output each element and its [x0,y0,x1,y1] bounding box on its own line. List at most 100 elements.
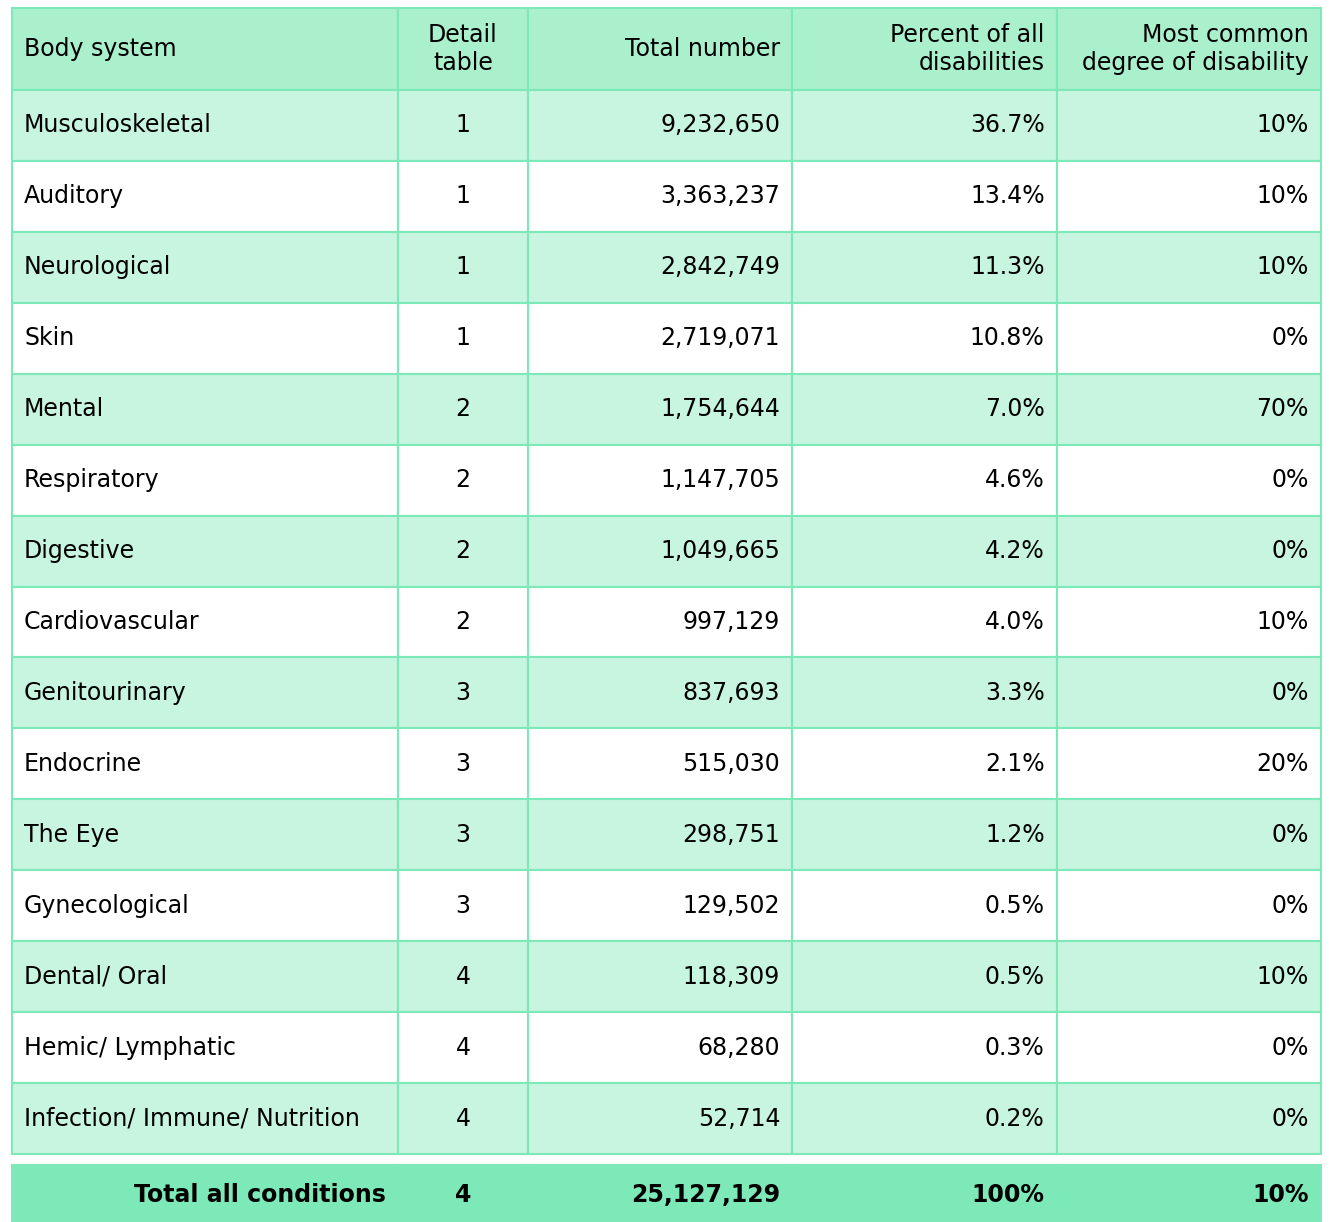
Bar [792,941,1057,1012]
Text: 1: 1 [456,114,471,137]
Text: 837,693: 837,693 [682,681,780,705]
Text: 0%: 0% [1272,1035,1309,1059]
Bar [528,161,792,232]
Bar [528,445,792,516]
Bar [12,870,399,941]
Text: 1: 1 [456,255,471,280]
Text: 3: 3 [456,681,471,705]
Bar [12,445,399,516]
Bar [528,799,792,870]
Bar [399,1165,528,1222]
Bar [399,657,528,728]
Bar [528,9,792,90]
Bar [399,587,528,657]
Text: 52,714: 52,714 [697,1107,780,1130]
Bar [399,232,528,303]
Text: 0%: 0% [1272,326,1309,351]
Bar [399,374,528,445]
Bar [399,303,528,374]
Bar [528,516,792,587]
Text: Body system: Body system [24,37,177,61]
Bar [12,1083,399,1154]
Text: Percent of all
disabilities: Percent of all disabilities [890,23,1045,75]
Bar [792,516,1057,587]
Bar [528,941,792,1012]
Text: 0%: 0% [1272,681,1309,705]
Text: 10%: 10% [1257,255,1309,280]
Bar [399,9,528,90]
Bar [399,728,528,799]
Bar [792,90,1057,161]
Text: 1: 1 [456,326,471,351]
Bar [399,1012,528,1083]
Bar [792,728,1057,799]
Bar [1057,728,1321,799]
Text: 2.1%: 2.1% [985,752,1045,776]
Text: Gynecological: Gynecological [24,893,189,918]
Text: 10.8%: 10.8% [970,326,1045,351]
Text: 2: 2 [456,397,471,422]
Bar [792,657,1057,728]
Text: 4: 4 [456,1107,471,1130]
Text: 1: 1 [456,185,471,209]
Text: 3: 3 [456,822,471,847]
Bar [528,232,792,303]
Bar [12,799,399,870]
Text: Infection/ Immune/ Nutrition: Infection/ Immune/ Nutrition [24,1107,360,1130]
Text: 7.0%: 7.0% [985,397,1045,422]
Bar [1057,870,1321,941]
Bar [792,303,1057,374]
Bar [12,1012,399,1083]
Bar [792,374,1057,445]
Text: 0%: 0% [1272,893,1309,918]
Text: 4.2%: 4.2% [985,539,1045,563]
Bar [12,516,399,587]
Text: 0%: 0% [1272,1107,1309,1130]
Bar [1057,303,1321,374]
Bar [792,445,1057,516]
Text: Neurological: Neurological [24,255,172,280]
Text: 3.3%: 3.3% [985,681,1045,705]
Text: Cardiovascular: Cardiovascular [24,610,200,634]
Text: 10%: 10% [1257,610,1309,634]
Text: 118,309: 118,309 [682,964,780,989]
Text: 0.5%: 0.5% [985,964,1045,989]
Bar [399,941,528,1012]
Bar [399,445,528,516]
Text: Detail
table: Detail table [428,23,497,75]
Bar [1057,941,1321,1012]
Bar [528,870,792,941]
Text: 1.2%: 1.2% [985,822,1045,847]
Text: 298,751: 298,751 [682,822,780,847]
Bar [12,9,399,90]
Text: Mental: Mental [24,397,104,422]
Bar [528,1012,792,1083]
Bar [399,870,528,941]
Bar [792,1083,1057,1154]
Bar [528,728,792,799]
Text: 2: 2 [456,539,471,563]
Bar [1057,799,1321,870]
Bar [792,232,1057,303]
Text: Respiratory: Respiratory [24,468,160,492]
Bar [12,303,399,374]
Bar [12,587,399,657]
Bar [528,587,792,657]
Text: 1,754,644: 1,754,644 [660,397,780,422]
Bar [399,90,528,161]
Text: 10%: 10% [1257,114,1309,137]
Bar [12,232,399,303]
Bar [399,161,528,232]
Text: 0%: 0% [1272,822,1309,847]
Text: 9,232,650: 9,232,650 [660,114,780,137]
Text: Auditory: Auditory [24,185,124,209]
Text: 0%: 0% [1272,539,1309,563]
Bar [1057,374,1321,445]
Bar [1057,90,1321,161]
Text: Digestive: Digestive [24,539,135,563]
Bar [12,941,399,1012]
Bar [399,1083,528,1154]
Bar [1057,1165,1321,1222]
Text: 100%: 100% [972,1183,1045,1207]
Text: 515,030: 515,030 [682,752,780,776]
